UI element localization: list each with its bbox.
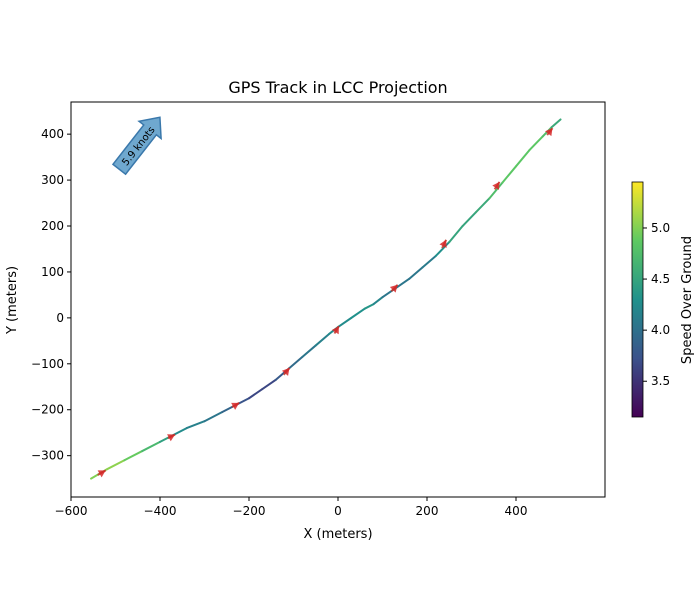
track-segment: [408, 266, 424, 280]
track-segment: [261, 378, 277, 391]
direction-arrows: [97, 127, 554, 478]
y-axis-label: Y (meters): [5, 266, 20, 335]
colorbar-ticks: 3.5 4.0 4.5 5.0: [643, 221, 670, 388]
x-tick-label: 200: [416, 504, 439, 518]
direction-arrow: [439, 239, 448, 249]
track-segment: [105, 459, 126, 471]
track-segment: [434, 241, 451, 257]
x-tick-label: −600: [55, 504, 88, 518]
track-line: [90, 118, 562, 480]
track-segment: [301, 344, 317, 358]
track-segment: [421, 254, 437, 269]
direction-arrow: [231, 401, 240, 410]
direction-arrow: [331, 325, 340, 335]
y-tick-label: −300: [31, 449, 64, 463]
arrow-head: [331, 326, 339, 335]
arrow-head: [492, 181, 500, 190]
y-tick-label: 200: [41, 219, 64, 233]
track-segment: [203, 411, 224, 423]
track-segment: [448, 225, 464, 244]
track-segment: [501, 165, 517, 184]
y-tick-label: 0: [56, 311, 64, 325]
track-segment: [394, 277, 411, 290]
colorbar: 3.5 4.0 4.5 5.0 Speed Over Ground: [631, 181, 695, 418]
x-axis-label: X (meters): [303, 527, 372, 542]
colorbar-tick-label: 4.0: [651, 323, 670, 337]
arrow-head: [389, 284, 398, 293]
track-segment: [515, 149, 531, 168]
direction-arrow: [389, 284, 399, 293]
track-segment: [528, 135, 544, 152]
track-segment: [488, 181, 504, 200]
colorbar-tick-label: 4.5: [651, 272, 670, 286]
arrow-head: [281, 367, 290, 376]
x-axis-ticks: −600 −400 −200 0 200 400: [55, 497, 528, 518]
track-segment: [337, 316, 353, 329]
x-tick-label: −400: [144, 504, 177, 518]
track-segment: [141, 440, 161, 453]
annotation-arrow-shape: [111, 116, 162, 176]
colorbar-gradient: [631, 181, 644, 418]
direction-arrow: [545, 127, 554, 137]
x-tick-label: 400: [505, 504, 528, 518]
track-segment: [363, 303, 375, 310]
track-segment: [248, 388, 264, 400]
arrow-head: [545, 128, 553, 137]
colorbar-tick-label: 3.5: [651, 374, 670, 388]
track-segment: [185, 420, 206, 430]
colorbar-label: Speed Over Ground: [680, 236, 695, 364]
track-segment: [350, 307, 366, 319]
track-segment: [474, 197, 491, 214]
arrow-head: [231, 402, 240, 410]
y-tick-label: −100: [31, 357, 64, 371]
x-tick-label: −200: [233, 504, 266, 518]
y-axis-ticks: −300 −200 −100 0 100 200 300 400: [31, 127, 71, 463]
direction-arrow: [97, 469, 107, 478]
y-tick-label: 300: [41, 173, 64, 187]
x-tick-label: 0: [334, 504, 342, 518]
arrow-head: [97, 470, 106, 478]
colorbar-tick-label: 5.0: [651, 221, 670, 235]
track-segment: [314, 332, 331, 347]
y-tick-label: 400: [41, 127, 64, 141]
direction-arrow: [492, 181, 501, 190]
plot-area: 5.9 knots: [70, 101, 606, 498]
track-segment: [172, 427, 188, 436]
chart-title: GPS Track in LCC Projection: [228, 78, 447, 97]
y-tick-label: −200: [31, 403, 64, 417]
y-tick-label: 100: [41, 265, 64, 279]
direction-arrow: [281, 367, 291, 376]
direction-arrow: [167, 433, 176, 442]
track-segment: [288, 355, 304, 370]
arrow-head: [439, 239, 447, 248]
track-segment: [372, 296, 384, 306]
plot-frame: [70, 101, 606, 498]
track-segment: [550, 118, 562, 129]
track-segment: [123, 450, 144, 462]
track-segment: [461, 211, 477, 228]
arrow-head: [167, 434, 176, 442]
